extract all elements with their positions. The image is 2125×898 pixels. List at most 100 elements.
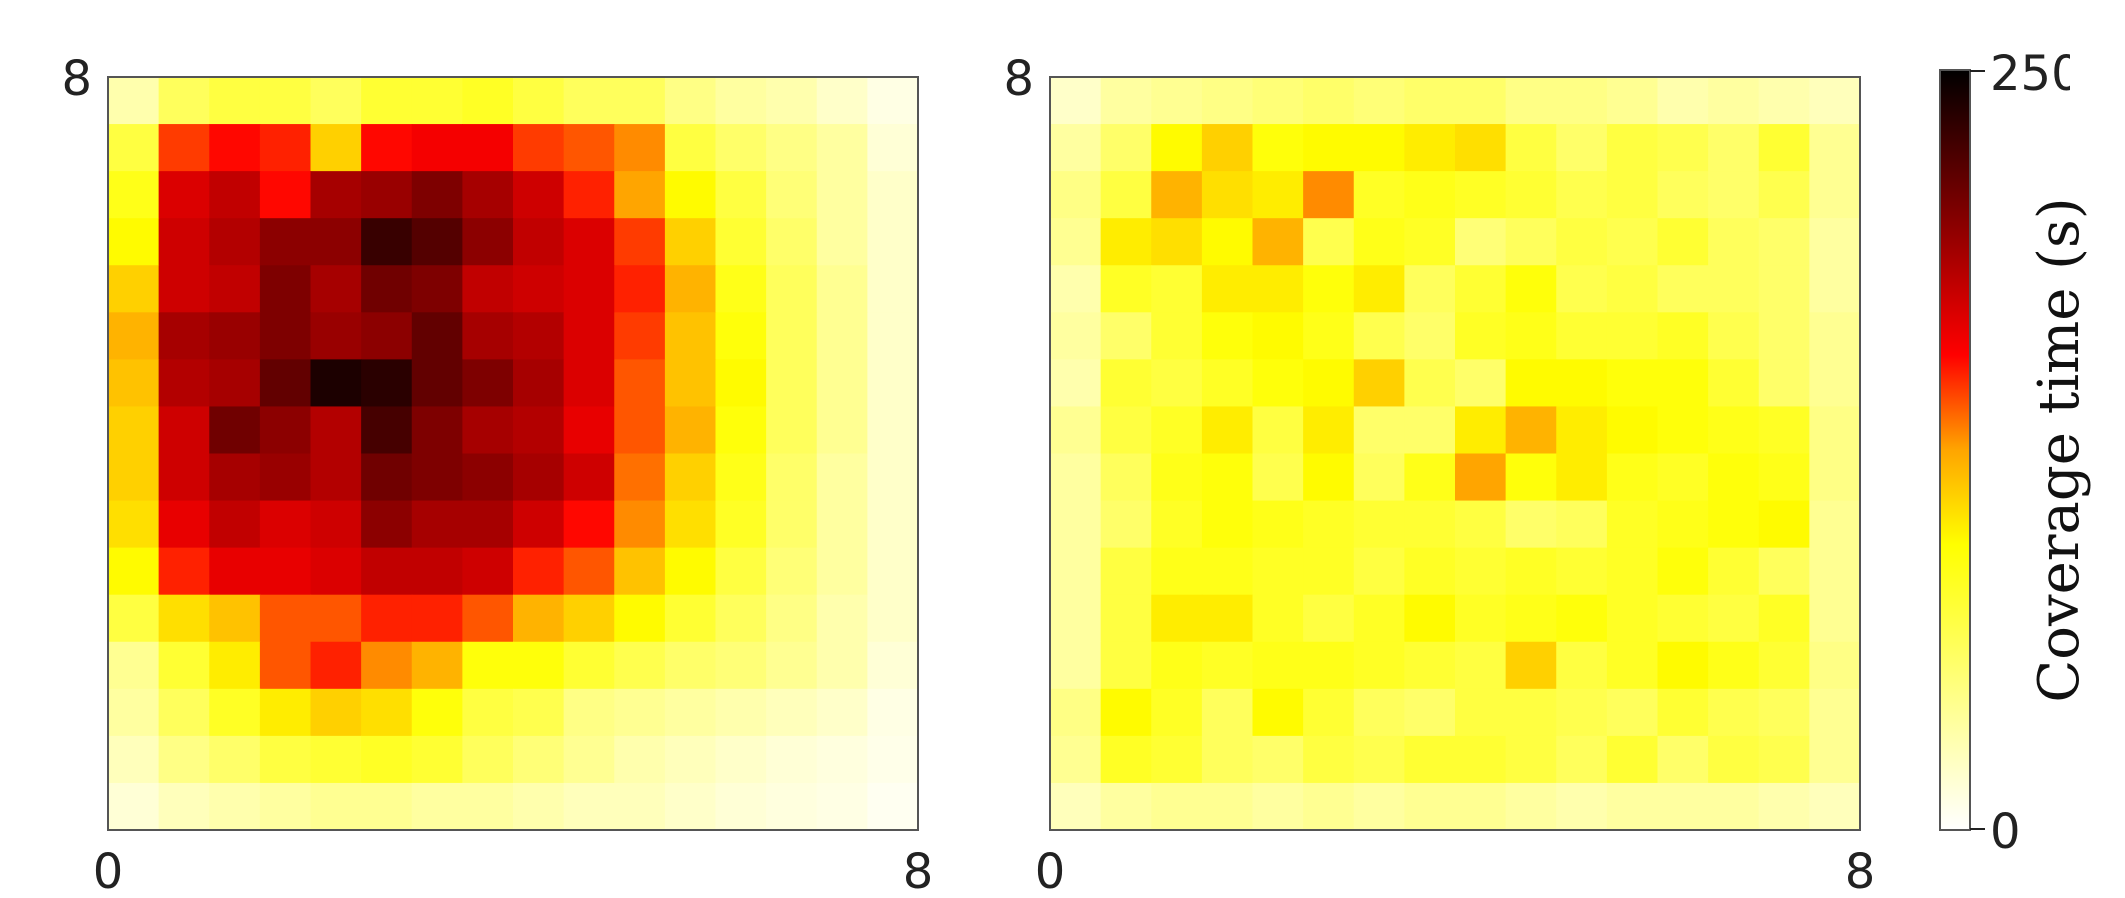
heatmap-left-cell [108,312,160,360]
heatmap-left-cell [108,124,160,172]
heatmap-left-cell [715,735,767,784]
heatmap-right-cell [1809,782,1861,831]
heatmap-left-cell [715,688,767,737]
heatmap-right-cell [1809,359,1861,408]
heatmap-right-cell [1100,359,1152,408]
heatmap-right-cell [1151,171,1203,219]
colorbar-gradient [1939,69,1971,831]
heatmap-left-cell [462,688,514,737]
heatmap-left-cell [209,218,261,266]
heatmap-right-cell [1050,641,1102,690]
heatmap-left-cell [715,218,767,266]
heatmap-right-cell [1708,453,1760,502]
heatmap-right-cell [1404,641,1456,690]
heatmap-right-cell [1455,312,1507,360]
heatmap-left-cell [614,312,666,360]
heatmap-right-cell [1708,171,1760,219]
heatmap-left-cell [513,218,565,266]
heatmap-left-cell [108,782,160,831]
heatmap-left-cell [361,782,413,831]
heatmap-right-cell [1455,594,1507,643]
heatmap-left-cell [614,641,666,690]
heatmap-left-cell [766,500,818,549]
heatmap-left-cell [867,688,919,737]
heatmap-right-cell [1657,265,1709,313]
heatmap-left-cell [259,265,312,313]
heatmap-right-cell [1505,124,1557,172]
heatmap-right-cell [1556,312,1608,360]
heatmap-right-cell [1404,688,1456,737]
heatmap-left-cell [715,265,767,313]
heatmap-left-cell [715,594,767,643]
heatmap-left-cell [209,735,261,784]
heatmap-right-cell [1100,782,1152,831]
heatmap-right-cell [1252,547,1304,596]
right-xtick-end: 8 [1845,844,1876,898]
heatmap-left-cell [715,453,767,502]
heatmap-left-cell [766,688,818,737]
heatmap-left-cell [513,359,565,408]
heatmap-left-cell [259,171,312,219]
heatmap-right-cell [1505,547,1557,596]
heatmap-left-cell [108,500,160,549]
heatmap-right-cell [1050,171,1102,219]
heatmap-right-cell [1303,265,1355,313]
heatmap-left-cell [715,406,767,455]
heatmap-left-cell [664,735,717,784]
left-xtick-end: 8 [903,844,934,898]
heatmap-right-cell [1252,218,1304,266]
heatmap-right-cell [1303,453,1355,502]
heatmap-right-cell [1556,688,1608,737]
heatmap-right-cell [1657,77,1709,125]
heatmap-left-cell [259,641,312,690]
heatmap-right-cell [1050,500,1102,549]
heatmap-left-cell [816,77,868,125]
heatmap-left-cell [614,77,666,125]
heatmap-right-cell [1758,265,1810,313]
heatmap-right-cell [1252,312,1304,360]
heatmap-right-cell [1404,312,1456,360]
heatmap-left-cell [867,312,919,360]
heatmap-right-cell [1556,547,1608,596]
heatmap-left-cell [715,312,767,360]
heatmap-left-cell [614,453,666,502]
heatmap-left-cell [158,641,210,690]
heatmap-left-cell [462,359,514,408]
heatmap-left-cell [715,77,767,125]
heatmap-right-cell [1556,218,1608,266]
heatmap-right-cell [1708,312,1760,360]
heatmap-right-cell [1708,641,1760,690]
heatmap-left-cell [209,312,261,360]
heatmap-right-cell [1505,735,1557,784]
heatmap-right-cell [1353,594,1405,643]
heatmap-right-cell [1404,406,1456,455]
heatmap-left-cell [513,406,565,455]
heatmap-left-cell [158,124,210,172]
heatmap-left-cell [664,641,717,690]
heatmap-left-cell [108,688,160,737]
heatmap-left-cell [310,218,362,266]
heatmap-right-cell [1556,500,1608,549]
heatmap-left-cell [766,77,818,125]
heatmap-left-cell [259,77,312,125]
heatmap-left-cell [108,547,160,596]
heatmap-right-cell [1455,641,1507,690]
heatmap-left-cell [766,735,818,784]
heatmap-right-cell [1556,735,1608,784]
heatmap-left-cell [209,453,261,502]
heatmap-left-cell [361,641,413,690]
heatmap-right-cell [1758,547,1810,596]
heatmap-right-cell [1505,641,1557,690]
heatmap-right-cell [1201,359,1254,408]
heatmap-right-cell [1353,735,1405,784]
heatmap-left-cell [816,500,868,549]
heatmap-left-cell [614,406,666,455]
heatmap-left-cell [513,265,565,313]
heatmap-right-cell [1303,359,1355,408]
heatmap-right-cell [1100,500,1152,549]
heatmap-left-cell [361,688,413,737]
heatmap-left-cell [462,312,514,360]
heatmap-right-cell [1404,547,1456,596]
heatmap-left-cell [867,594,919,643]
heatmap-right-cell [1708,782,1760,831]
